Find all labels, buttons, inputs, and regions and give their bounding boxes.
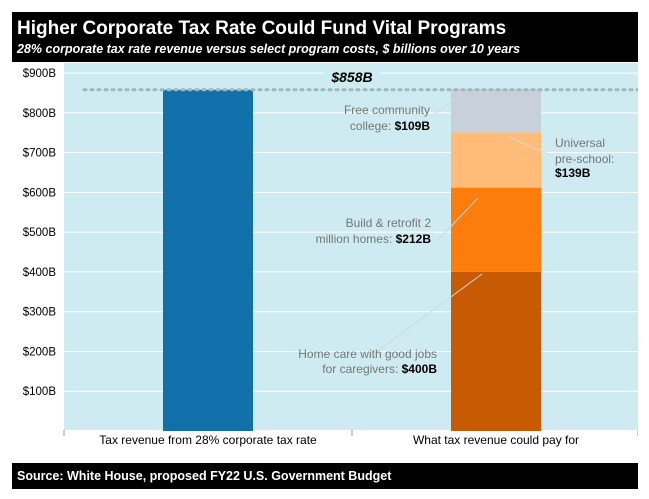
bar-segment [451, 271, 541, 431]
segment-annotation: Free community college: $109B [344, 103, 430, 133]
y-tick-label: $700B [23, 148, 57, 160]
y-tick-label: $800B [23, 108, 57, 120]
reference-label-bg [324, 66, 380, 86]
x-category-label: Tax revenue from 28% corporate tax rate [99, 433, 317, 447]
segment-annotation: Universal pre-school: $139B [555, 136, 614, 180]
chart-subtitle: 28% corporate tax rate revenue versus se… [17, 42, 521, 56]
y-tick-label: $300B [23, 307, 57, 319]
y-tick-label: $200B [23, 346, 57, 358]
chart-frame: $100B $200B $300B $400B $500B $600B $700B $800B… [12, 12, 638, 489]
y-tick-label: $900B [23, 68, 57, 80]
y-tick-label: $600B [23, 187, 57, 199]
segment-annotation: Home care with good jobs for caregivers: … [298, 347, 437, 376]
chart-source: Source: White House, proposed FY22 U.S. … [17, 469, 392, 483]
annotation-leader [437, 197, 479, 241]
chart-header: Higher Corporate Tax Rate Could Fund Vit… [12, 12, 638, 62]
y-tick-label: $500B [23, 227, 57, 239]
chart-footer: Source: White House, proposed FY22 U.S. … [12, 463, 638, 489]
bar-segment [163, 89, 253, 431]
bar-segment [451, 132, 541, 188]
reference-line-label: $858B [330, 69, 372, 85]
x-category-label: What tax revenue could pay for [413, 433, 579, 447]
chart: $100B $200B $300B $400B $500B $600B $700B $800B… [23, 63, 638, 447]
annotation-leader [507, 136, 553, 157]
plot-background [64, 63, 638, 430]
y-tick-label: $400B [23, 267, 57, 279]
bar-segment [451, 88, 541, 133]
bar-segment [451, 187, 541, 272]
annotation-leader [375, 273, 483, 353]
chart-title: Higher Corporate Tax Rate Could Fund Vit… [17, 18, 507, 39]
annotation-leader [432, 93, 464, 116]
y-tick-label: $100B [23, 386, 57, 398]
segment-annotation: Build & retrofit 2 million homes: $212B [316, 216, 432, 246]
